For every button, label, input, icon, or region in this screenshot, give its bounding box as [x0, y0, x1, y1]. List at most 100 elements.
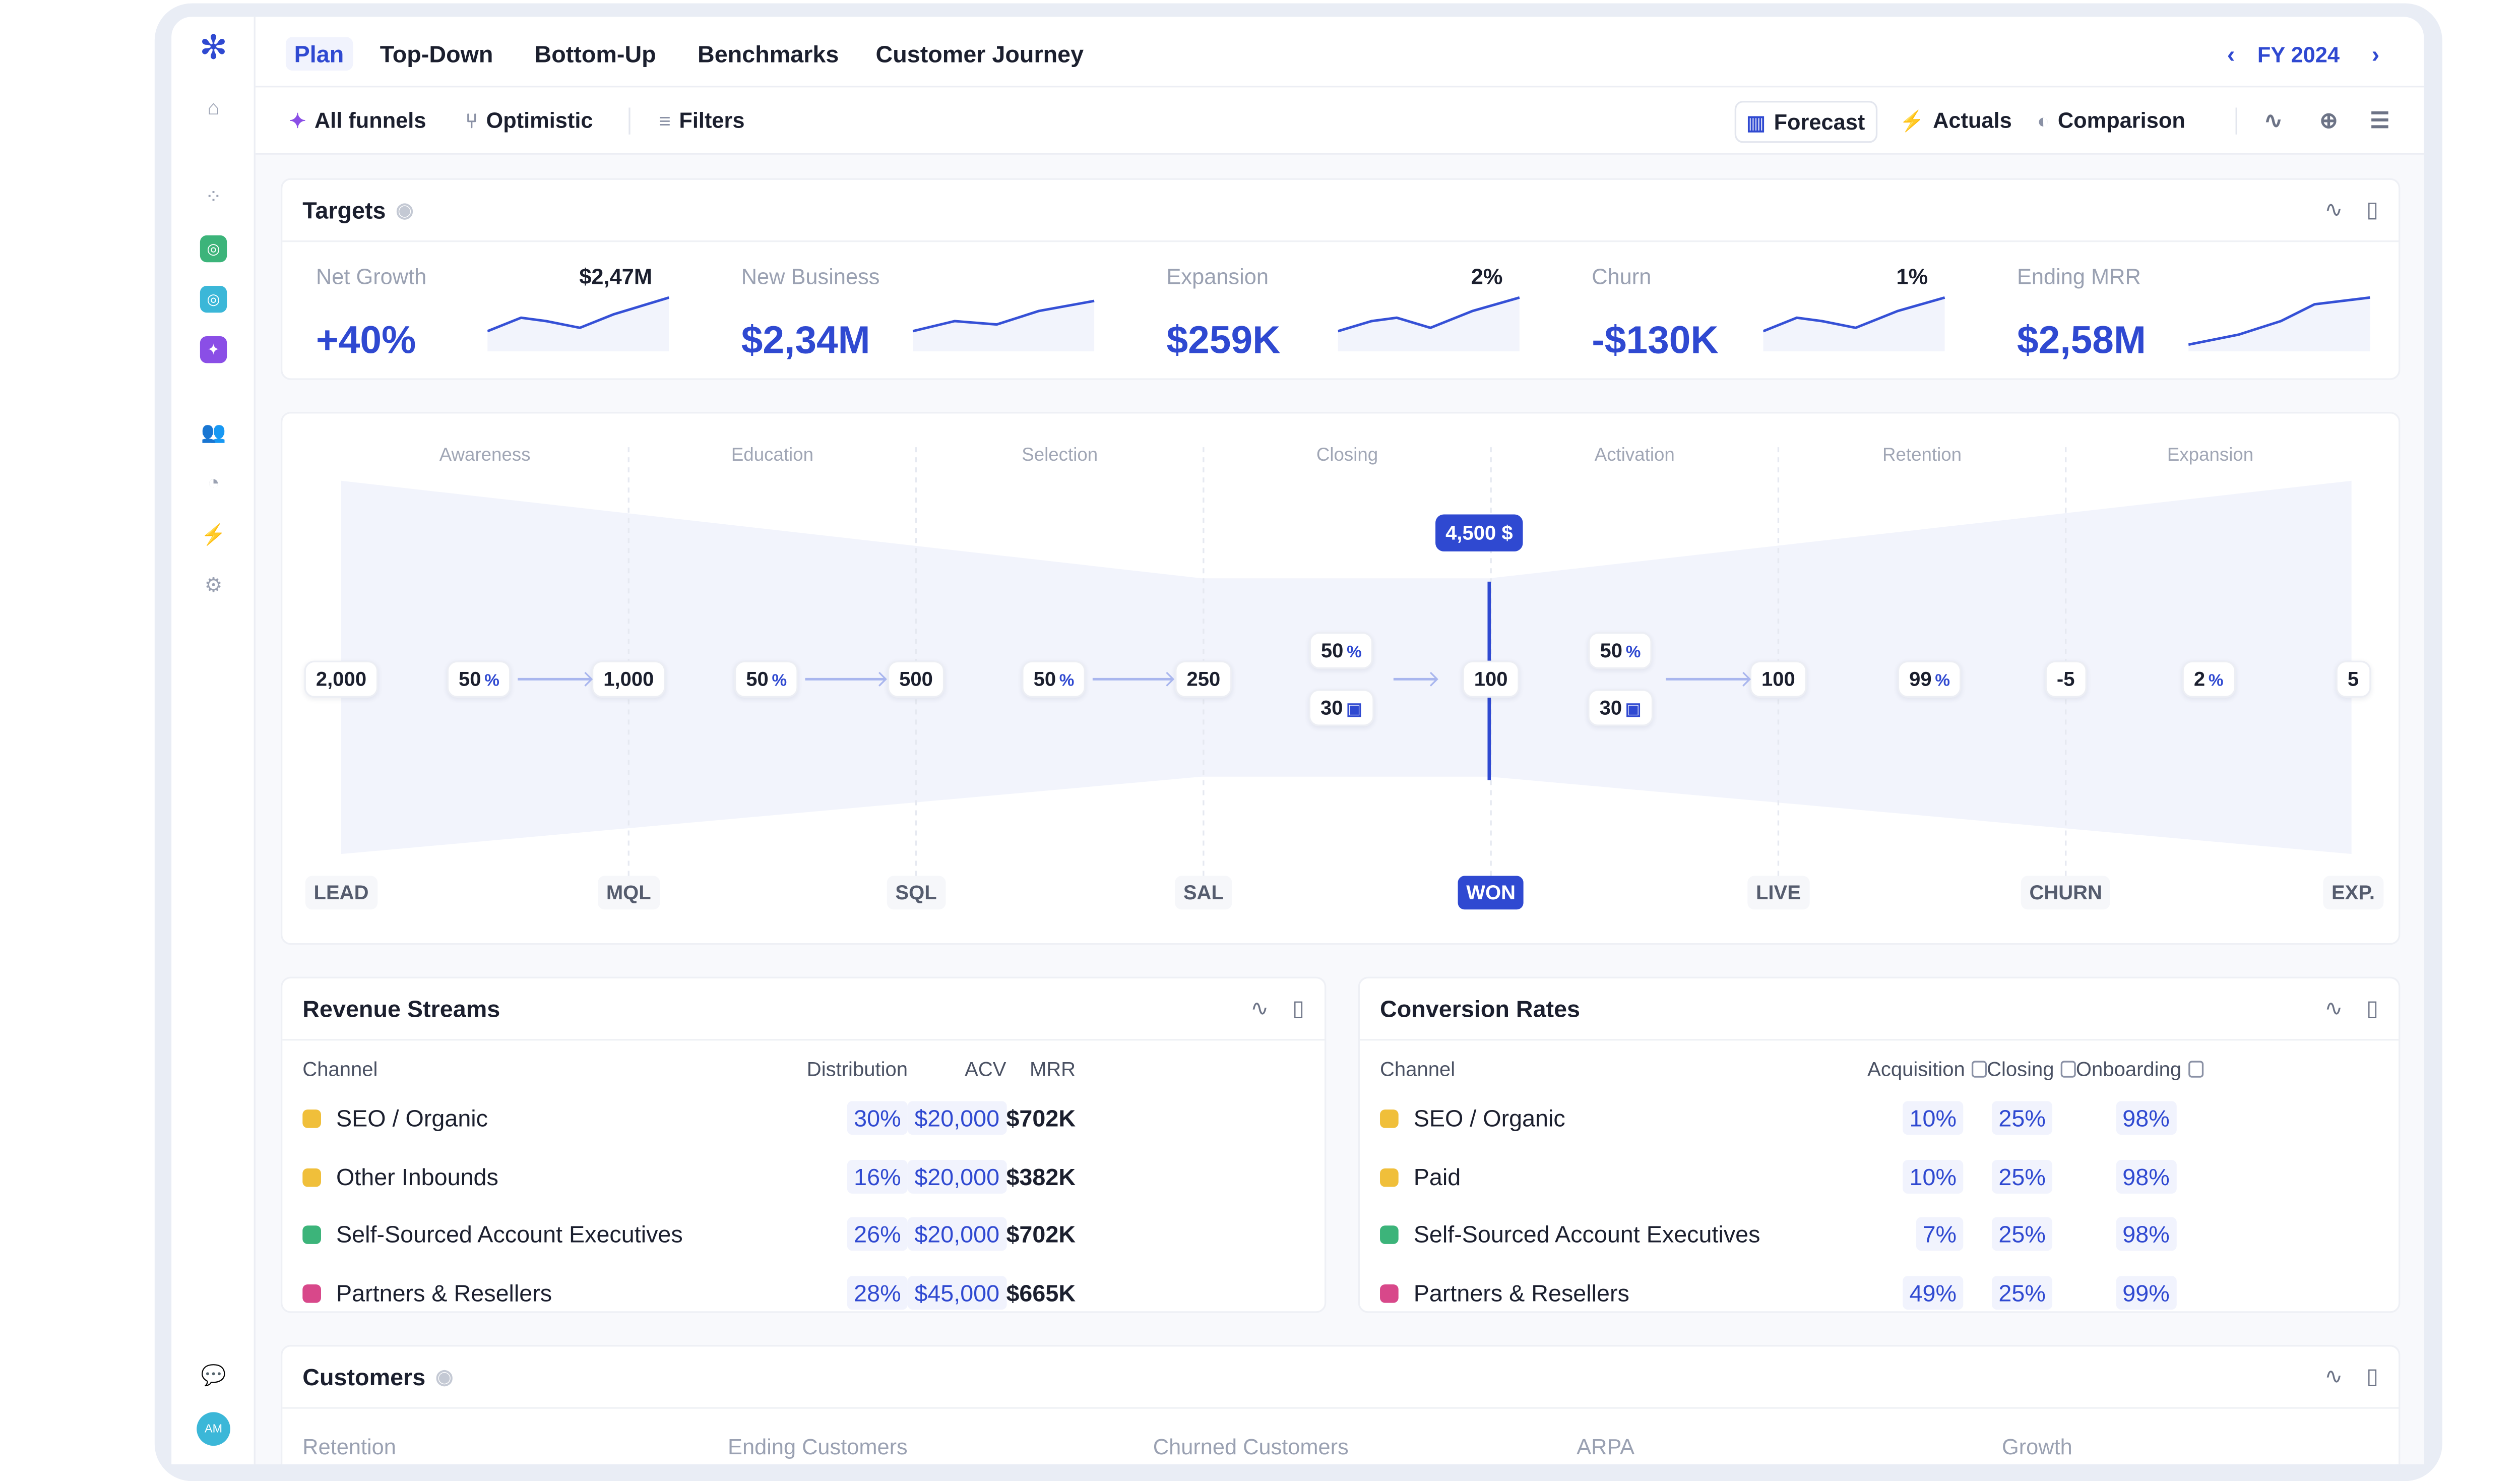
closing-value[interactable]: 25%: [1992, 1101, 2053, 1135]
conversion-rate-chip[interactable]: 99%: [1897, 660, 1962, 698]
funnel-selector[interactable]: ✦ All funnels: [289, 107, 426, 133]
onboarding-value[interactable]: 99%: [2115, 1275, 2177, 1310]
info-icon[interactable]: ◉: [435, 1365, 454, 1389]
pie-chart-icon[interactable]: ◔: [207, 470, 220, 495]
table-row[interactable]: Partners & Resellers 28% $45,000 $665K: [302, 1263, 1076, 1321]
acv-value[interactable]: $20,000: [908, 1217, 1006, 1252]
scenario-selector[interactable]: ⑂ Optimistic: [466, 107, 593, 133]
next-period-icon[interactable]: ›: [2371, 40, 2380, 68]
tab-customer-journey[interactable]: Customer Journey: [875, 40, 1084, 68]
stage-value[interactable]: 500: [887, 660, 945, 698]
acquisition-value[interactable]: 10%: [1903, 1159, 1964, 1194]
table-row[interactable]: Partners & Resellers 49% 25% 99%: [1380, 1263, 2203, 1321]
stage-won[interactable]: WON: [1458, 876, 1524, 910]
apps-icon[interactable]: ⁘: [205, 184, 222, 209]
integration-blue-icon[interactable]: ◎: [200, 285, 227, 313]
conversion-rate-chip[interactable]: 50%: [1588, 632, 1653, 669]
distribution-value[interactable]: 26%: [847, 1217, 908, 1252]
info-icon[interactable]: [2188, 1061, 2203, 1078]
actuals-button[interactable]: ⚡ Actuals: [1900, 107, 2012, 133]
conversion-rate-chip[interactable]: 50%: [1309, 632, 1374, 669]
stage-mql[interactable]: MQL: [598, 876, 660, 910]
closing-value[interactable]: 25%: [1992, 1275, 2053, 1310]
stage-value[interactable]: 2,000: [304, 660, 379, 698]
table-row[interactable]: SEO / Organic 30% $20,000 $702K: [302, 1089, 1076, 1147]
closing-value[interactable]: 25%: [1992, 1159, 2053, 1194]
tab-benchmarks[interactable]: Benchmarks: [698, 40, 839, 68]
conversion-rate-chip[interactable]: 2%: [2182, 660, 2235, 698]
trend-icon[interactable]: ∿: [2264, 107, 2283, 133]
info-icon[interactable]: ◉: [396, 198, 414, 222]
stage-sql[interactable]: SQL: [887, 876, 946, 910]
stage-churn[interactable]: CHURN: [2021, 876, 2111, 910]
sales-cycle-chip[interactable]: 30 ▣: [1588, 689, 1653, 726]
info-icon[interactable]: [1972, 1061, 1987, 1078]
stage-live[interactable]: LIVE: [1747, 876, 1809, 910]
conversion-rate-chip[interactable]: 50%: [734, 660, 799, 698]
percent-icon: %: [2208, 672, 2224, 691]
stage-sal[interactable]: SAL: [1175, 876, 1232, 910]
acquisition-value[interactable]: 49%: [1903, 1275, 1964, 1310]
lightning-icon[interactable]: ⚡: [201, 523, 226, 546]
tab-bottom-up[interactable]: Bottom-Up: [534, 40, 656, 68]
sliders-icon[interactable]: ☰: [2370, 107, 2390, 133]
stage-lead[interactable]: LEAD: [305, 876, 377, 910]
trend-icon[interactable]: ∿: [2324, 197, 2343, 222]
acquisition-value[interactable]: 10%: [1903, 1101, 1964, 1135]
integration-green-icon[interactable]: ◎: [200, 235, 227, 263]
distribution-value[interactable]: 16%: [847, 1159, 908, 1194]
closing-value[interactable]: 25%: [1992, 1217, 2053, 1252]
onboarding-value[interactable]: 98%: [2115, 1217, 2177, 1252]
col-channel: Channel: [302, 1057, 378, 1081]
stage-value[interactable]: 100: [1749, 660, 1807, 698]
forecast-label: Forecast: [1774, 109, 1865, 135]
conversion-rate-chip[interactable]: 50%: [1022, 660, 1086, 698]
table-row[interactable]: SEO / Organic 10% 25% 98%: [1380, 1089, 2203, 1147]
distribution-value[interactable]: 30%: [847, 1101, 908, 1135]
acv-value[interactable]: $45,000: [908, 1275, 1006, 1310]
sales-cycle-chip[interactable]: 30 ▣: [1308, 689, 1374, 726]
prev-period-icon[interactable]: ‹: [2227, 40, 2235, 68]
trend-icon[interactable]: ∿: [2324, 995, 2343, 1021]
tab-top-down[interactable]: Top-Down: [380, 40, 493, 68]
export-icon[interactable]: ▯: [2366, 197, 2379, 222]
flow-arrow: [805, 671, 887, 687]
table-row[interactable]: Paid 10% 25% 98%: [1380, 1147, 2203, 1205]
info-icon[interactable]: [2060, 1061, 2076, 1078]
home-icon[interactable]: ⌂: [207, 96, 220, 119]
chat-icon[interactable]: 💬: [201, 1363, 226, 1387]
table-row[interactable]: Other Inbounds 16% $20,000 $382K: [302, 1147, 1076, 1205]
stage-exp[interactable]: EXP.: [2323, 876, 2383, 910]
avatar[interactable]: AM: [197, 1412, 230, 1446]
table-row[interactable]: Self-Sourced Account Executives 7% 25% 98%: [1380, 1205, 2203, 1263]
comparison-button[interactable]: ◐ Comparison: [2037, 107, 2185, 133]
table-row[interactable]: Self-Sourced Account Executives 26% $20,00…: [302, 1205, 1076, 1263]
acv-value[interactable]: $20,000: [908, 1159, 1006, 1194]
forecast-button[interactable]: ▥ Forecast: [1734, 101, 1877, 143]
integration-purple-icon[interactable]: ✦: [200, 336, 227, 363]
tab-plan[interactable]: Plan: [285, 37, 352, 71]
trend-icon[interactable]: ∿: [1250, 995, 1269, 1021]
settings-icon[interactable]: ⚙: [204, 573, 223, 597]
trend-icon[interactable]: ∿: [2324, 1363, 2343, 1389]
period-selector[interactable]: FY 2024: [2257, 42, 2340, 68]
target-icon[interactable]: ⊕: [2319, 107, 2338, 133]
conversion-rate-chip[interactable]: 50%: [447, 660, 512, 698]
stage-value[interactable]: 250: [1175, 660, 1232, 698]
stage-value[interactable]: 5: [2336, 660, 2371, 698]
export-icon[interactable]: ▯: [2366, 995, 2379, 1021]
customers-col-growth: Growth: [2001, 1434, 2072, 1459]
stage-value[interactable]: 100: [1462, 660, 1520, 698]
export-icon[interactable]: ▯: [2366, 1363, 2379, 1389]
users-icon[interactable]: 👥: [201, 420, 226, 444]
onboarding-value[interactable]: 98%: [2115, 1159, 2177, 1194]
stage-value[interactable]: -5: [2045, 660, 2087, 698]
acv-value[interactable]: $20,000: [908, 1101, 1006, 1135]
kpi-label: New Business: [741, 264, 880, 289]
onboarding-value[interactable]: 98%: [2115, 1101, 2177, 1135]
export-icon[interactable]: ▯: [1292, 995, 1304, 1021]
stage-value[interactable]: 1,000: [591, 660, 666, 698]
filters-button[interactable]: ≡ Filters: [659, 107, 744, 133]
acquisition-value[interactable]: 7%: [1916, 1217, 1964, 1252]
distribution-value[interactable]: 28%: [847, 1275, 908, 1310]
